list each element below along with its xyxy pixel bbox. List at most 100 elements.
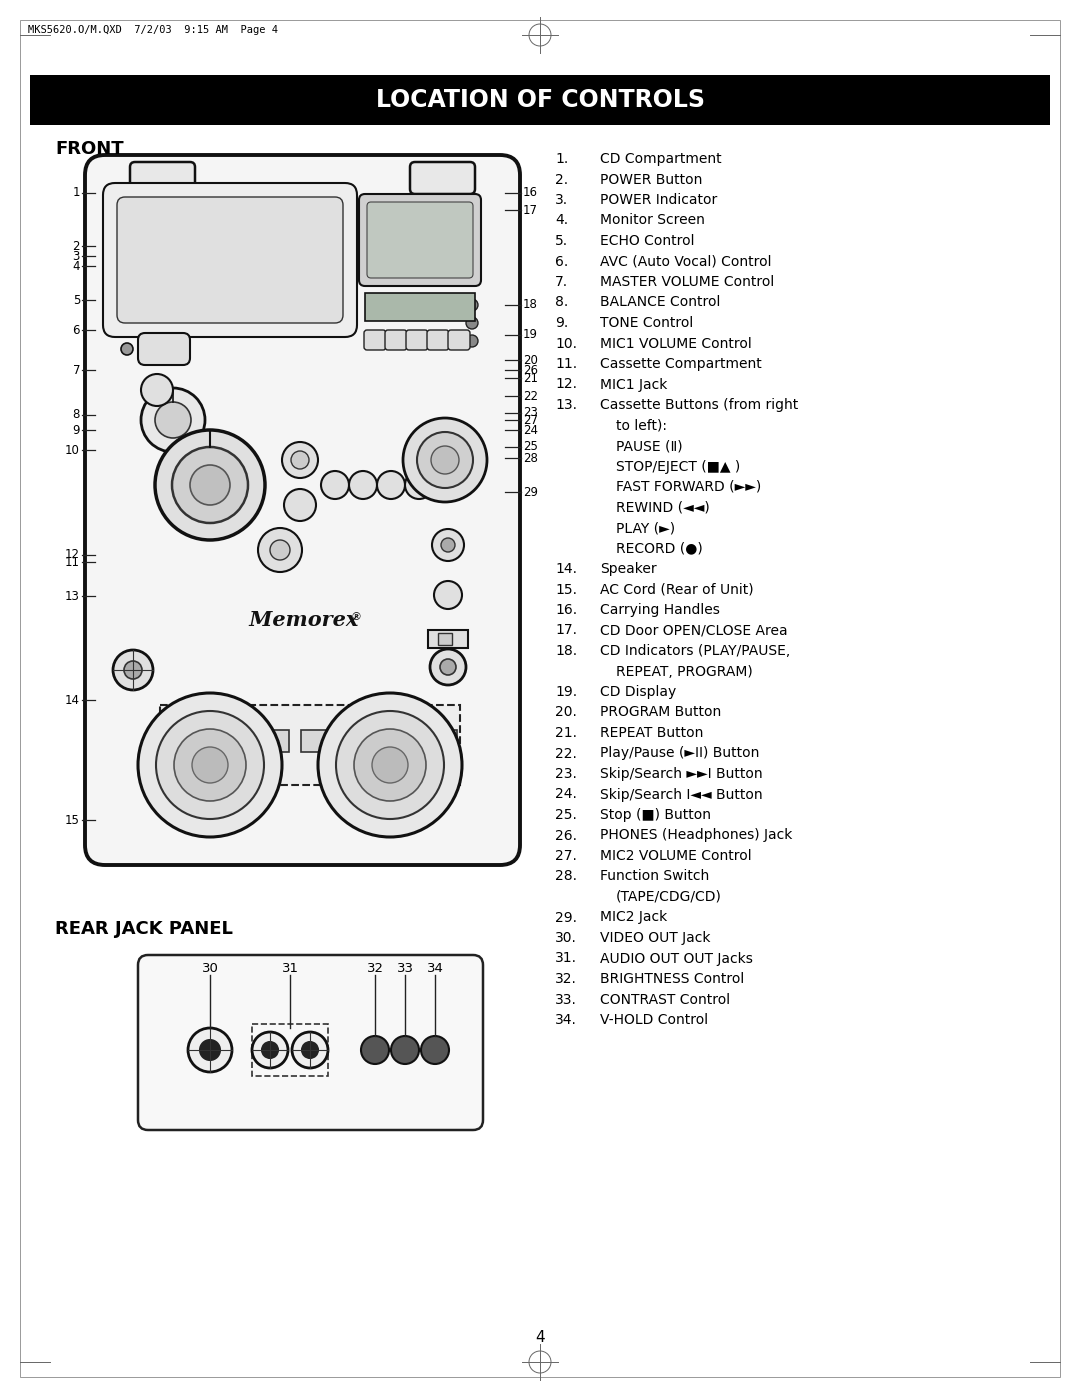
FancyBboxPatch shape: [138, 956, 483, 1130]
Circle shape: [138, 693, 282, 837]
Bar: [175, 731, 205, 752]
Circle shape: [252, 1032, 288, 1067]
Text: 28: 28: [523, 451, 538, 464]
Text: Stop (■) Button: Stop (■) Button: [600, 807, 711, 821]
Text: 20.: 20.: [555, 705, 577, 719]
Circle shape: [270, 541, 291, 560]
Text: Memorex: Memorex: [241, 610, 359, 630]
Text: 8.: 8.: [555, 296, 568, 310]
Circle shape: [432, 529, 464, 562]
Text: MIC1 VOLUME Control: MIC1 VOLUME Control: [600, 337, 752, 351]
FancyBboxPatch shape: [448, 330, 470, 351]
Text: 4: 4: [72, 260, 80, 272]
Circle shape: [258, 528, 302, 571]
Circle shape: [354, 729, 426, 800]
Text: 29: 29: [523, 486, 538, 499]
Text: 14.: 14.: [555, 562, 577, 576]
Bar: [365, 293, 475, 321]
Text: BALANCE Control: BALANCE Control: [600, 296, 720, 310]
Text: POWER Button: POWER Button: [600, 172, 702, 187]
Text: RECORD (●): RECORD (●): [616, 542, 703, 556]
Text: 23: 23: [523, 407, 538, 419]
Text: 34: 34: [427, 963, 444, 975]
Text: Cassette Buttons (from right: Cassette Buttons (from right: [600, 398, 798, 412]
FancyBboxPatch shape: [117, 197, 343, 323]
Circle shape: [302, 1042, 318, 1058]
FancyBboxPatch shape: [364, 330, 386, 351]
FancyBboxPatch shape: [130, 162, 195, 194]
Circle shape: [377, 471, 405, 499]
Text: MIC2 VOLUME Control: MIC2 VOLUME Control: [600, 849, 752, 863]
FancyBboxPatch shape: [103, 183, 357, 337]
Text: PHONES (Headphones) Jack: PHONES (Headphones) Jack: [600, 828, 793, 842]
Text: CD Door OPEN/CLOSE Area: CD Door OPEN/CLOSE Area: [600, 623, 787, 637]
Text: REWIND (◄◄): REWIND (◄◄): [616, 500, 710, 514]
Bar: [30, 75, 1050, 124]
Text: 1.: 1.: [555, 152, 568, 166]
Text: Play/Pause (►II) Button: Play/Pause (►II) Button: [600, 746, 759, 760]
Circle shape: [441, 538, 455, 552]
Bar: [343, 731, 373, 752]
Text: 27.: 27.: [555, 849, 577, 863]
Text: 3.: 3.: [555, 193, 568, 207]
Text: 7.: 7.: [555, 275, 568, 289]
FancyBboxPatch shape: [138, 332, 190, 365]
Text: 10.: 10.: [555, 337, 577, 351]
Text: REPEAT, PROGRAM): REPEAT, PROGRAM): [616, 665, 753, 679]
Text: 22: 22: [523, 390, 538, 402]
Text: 15.: 15.: [555, 583, 577, 597]
Circle shape: [156, 402, 191, 439]
Text: 3: 3: [72, 250, 80, 263]
FancyBboxPatch shape: [410, 162, 475, 194]
Circle shape: [336, 711, 444, 819]
Text: 4.: 4.: [555, 214, 568, 228]
Bar: [384, 731, 415, 752]
Circle shape: [434, 581, 462, 609]
Circle shape: [113, 650, 153, 690]
Text: 12.: 12.: [555, 377, 577, 391]
Text: 7: 7: [72, 363, 80, 377]
Circle shape: [430, 650, 465, 685]
Circle shape: [349, 471, 377, 499]
Circle shape: [318, 693, 462, 837]
FancyBboxPatch shape: [367, 203, 473, 278]
Text: ®: ®: [350, 612, 361, 622]
Circle shape: [172, 447, 248, 522]
Circle shape: [431, 446, 459, 474]
Text: 6.: 6.: [555, 254, 568, 268]
Text: 23.: 23.: [555, 767, 577, 781]
Text: 18: 18: [523, 299, 538, 312]
Text: Function Switch: Function Switch: [600, 869, 710, 883]
Text: MIC2 Jack: MIC2 Jack: [600, 911, 667, 925]
Circle shape: [391, 1037, 419, 1065]
Text: 13.: 13.: [555, 398, 577, 412]
Text: MASTER VOLUME Control: MASTER VOLUME Control: [600, 275, 774, 289]
Text: MIC1 Jack: MIC1 Jack: [600, 377, 667, 391]
Text: 11: 11: [65, 556, 80, 569]
Text: Skip/Search I◄◄ Button: Skip/Search I◄◄ Button: [600, 788, 762, 802]
Text: V-HOLD Control: V-HOLD Control: [600, 1013, 708, 1027]
Text: Cassette Compartment: Cassette Compartment: [600, 358, 761, 372]
Circle shape: [141, 374, 173, 407]
FancyBboxPatch shape: [384, 330, 407, 351]
Text: 25: 25: [523, 440, 538, 454]
Text: 15: 15: [65, 813, 80, 827]
Text: 5: 5: [72, 293, 80, 306]
Text: FAST FORWARD (►►): FAST FORWARD (►►): [616, 481, 761, 495]
Circle shape: [200, 1039, 220, 1060]
Bar: [438, 633, 453, 645]
Text: TONE Control: TONE Control: [600, 316, 693, 330]
Text: 28.: 28.: [555, 869, 577, 883]
Text: MKS5620.O/M.QXD  7/2/03  9:15 AM  Page 4: MKS5620.O/M.QXD 7/2/03 9:15 AM Page 4: [28, 25, 278, 35]
Text: AVC (Auto Vocal) Control: AVC (Auto Vocal) Control: [600, 254, 771, 268]
Circle shape: [292, 1032, 328, 1067]
Circle shape: [190, 465, 230, 504]
Text: LOCATION OF CONTROLS: LOCATION OF CONTROLS: [376, 88, 704, 112]
FancyBboxPatch shape: [406, 330, 428, 351]
Text: 29.: 29.: [555, 911, 577, 925]
Text: 14: 14: [65, 693, 80, 707]
Text: 17.: 17.: [555, 623, 577, 637]
Circle shape: [465, 335, 478, 346]
Circle shape: [321, 471, 349, 499]
Bar: [427, 731, 457, 752]
